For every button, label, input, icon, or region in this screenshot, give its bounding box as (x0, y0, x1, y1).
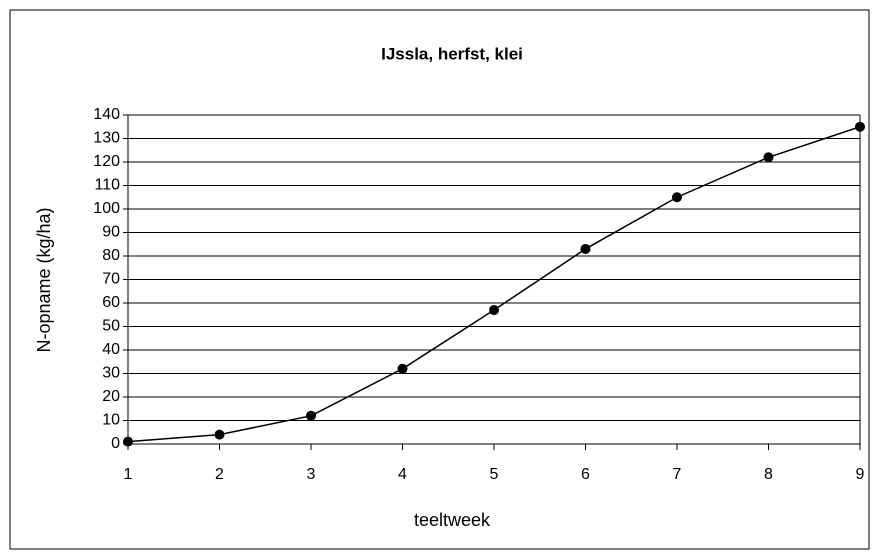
chart-title: IJssla, herfst, klei (381, 44, 523, 63)
x-axis-label: teeltweek (414, 510, 491, 530)
x-tick-label: 2 (215, 466, 224, 483)
data-point (672, 192, 682, 203)
y-tick-label: 20 (102, 388, 120, 405)
x-tick-label: 9 (856, 466, 865, 483)
data-point (306, 410, 316, 421)
x-tick-label: 1 (124, 466, 133, 483)
data-point (855, 121, 865, 132)
x-tick-label: 7 (673, 466, 682, 483)
y-tick-label: 130 (93, 130, 120, 147)
y-tick-label: 80 (102, 247, 120, 264)
y-tick-label: 30 (102, 365, 120, 382)
y-tick-label: 70 (102, 271, 120, 288)
data-point (214, 429, 225, 440)
y-tick-label: 10 (102, 412, 120, 429)
y-tick-label: 60 (102, 294, 120, 311)
data-point (763, 152, 774, 163)
data-point (489, 305, 499, 316)
y-tick-label: 0 (111, 435, 120, 452)
y-tick-label: 120 (93, 153, 120, 170)
data-point (397, 363, 408, 374)
y-axis-label: N-opname (kg/ha) (34, 207, 54, 352)
y-tick-label: 50 (102, 318, 120, 335)
y-tick-label: 100 (93, 200, 120, 217)
y-tick-label: 110 (94, 177, 120, 194)
y-tick-label: 140 (93, 106, 120, 123)
x-tick-label: 4 (398, 466, 407, 483)
x-tick-label: 6 (581, 466, 590, 483)
data-point (580, 243, 591, 254)
x-tick-label: 5 (490, 466, 499, 483)
y-tick-label: 90 (102, 224, 120, 241)
x-tick-label: 3 (307, 466, 316, 483)
x-tick-label: 8 (764, 466, 773, 483)
y-tick-label: 40 (102, 341, 120, 358)
data-point (123, 436, 133, 447)
